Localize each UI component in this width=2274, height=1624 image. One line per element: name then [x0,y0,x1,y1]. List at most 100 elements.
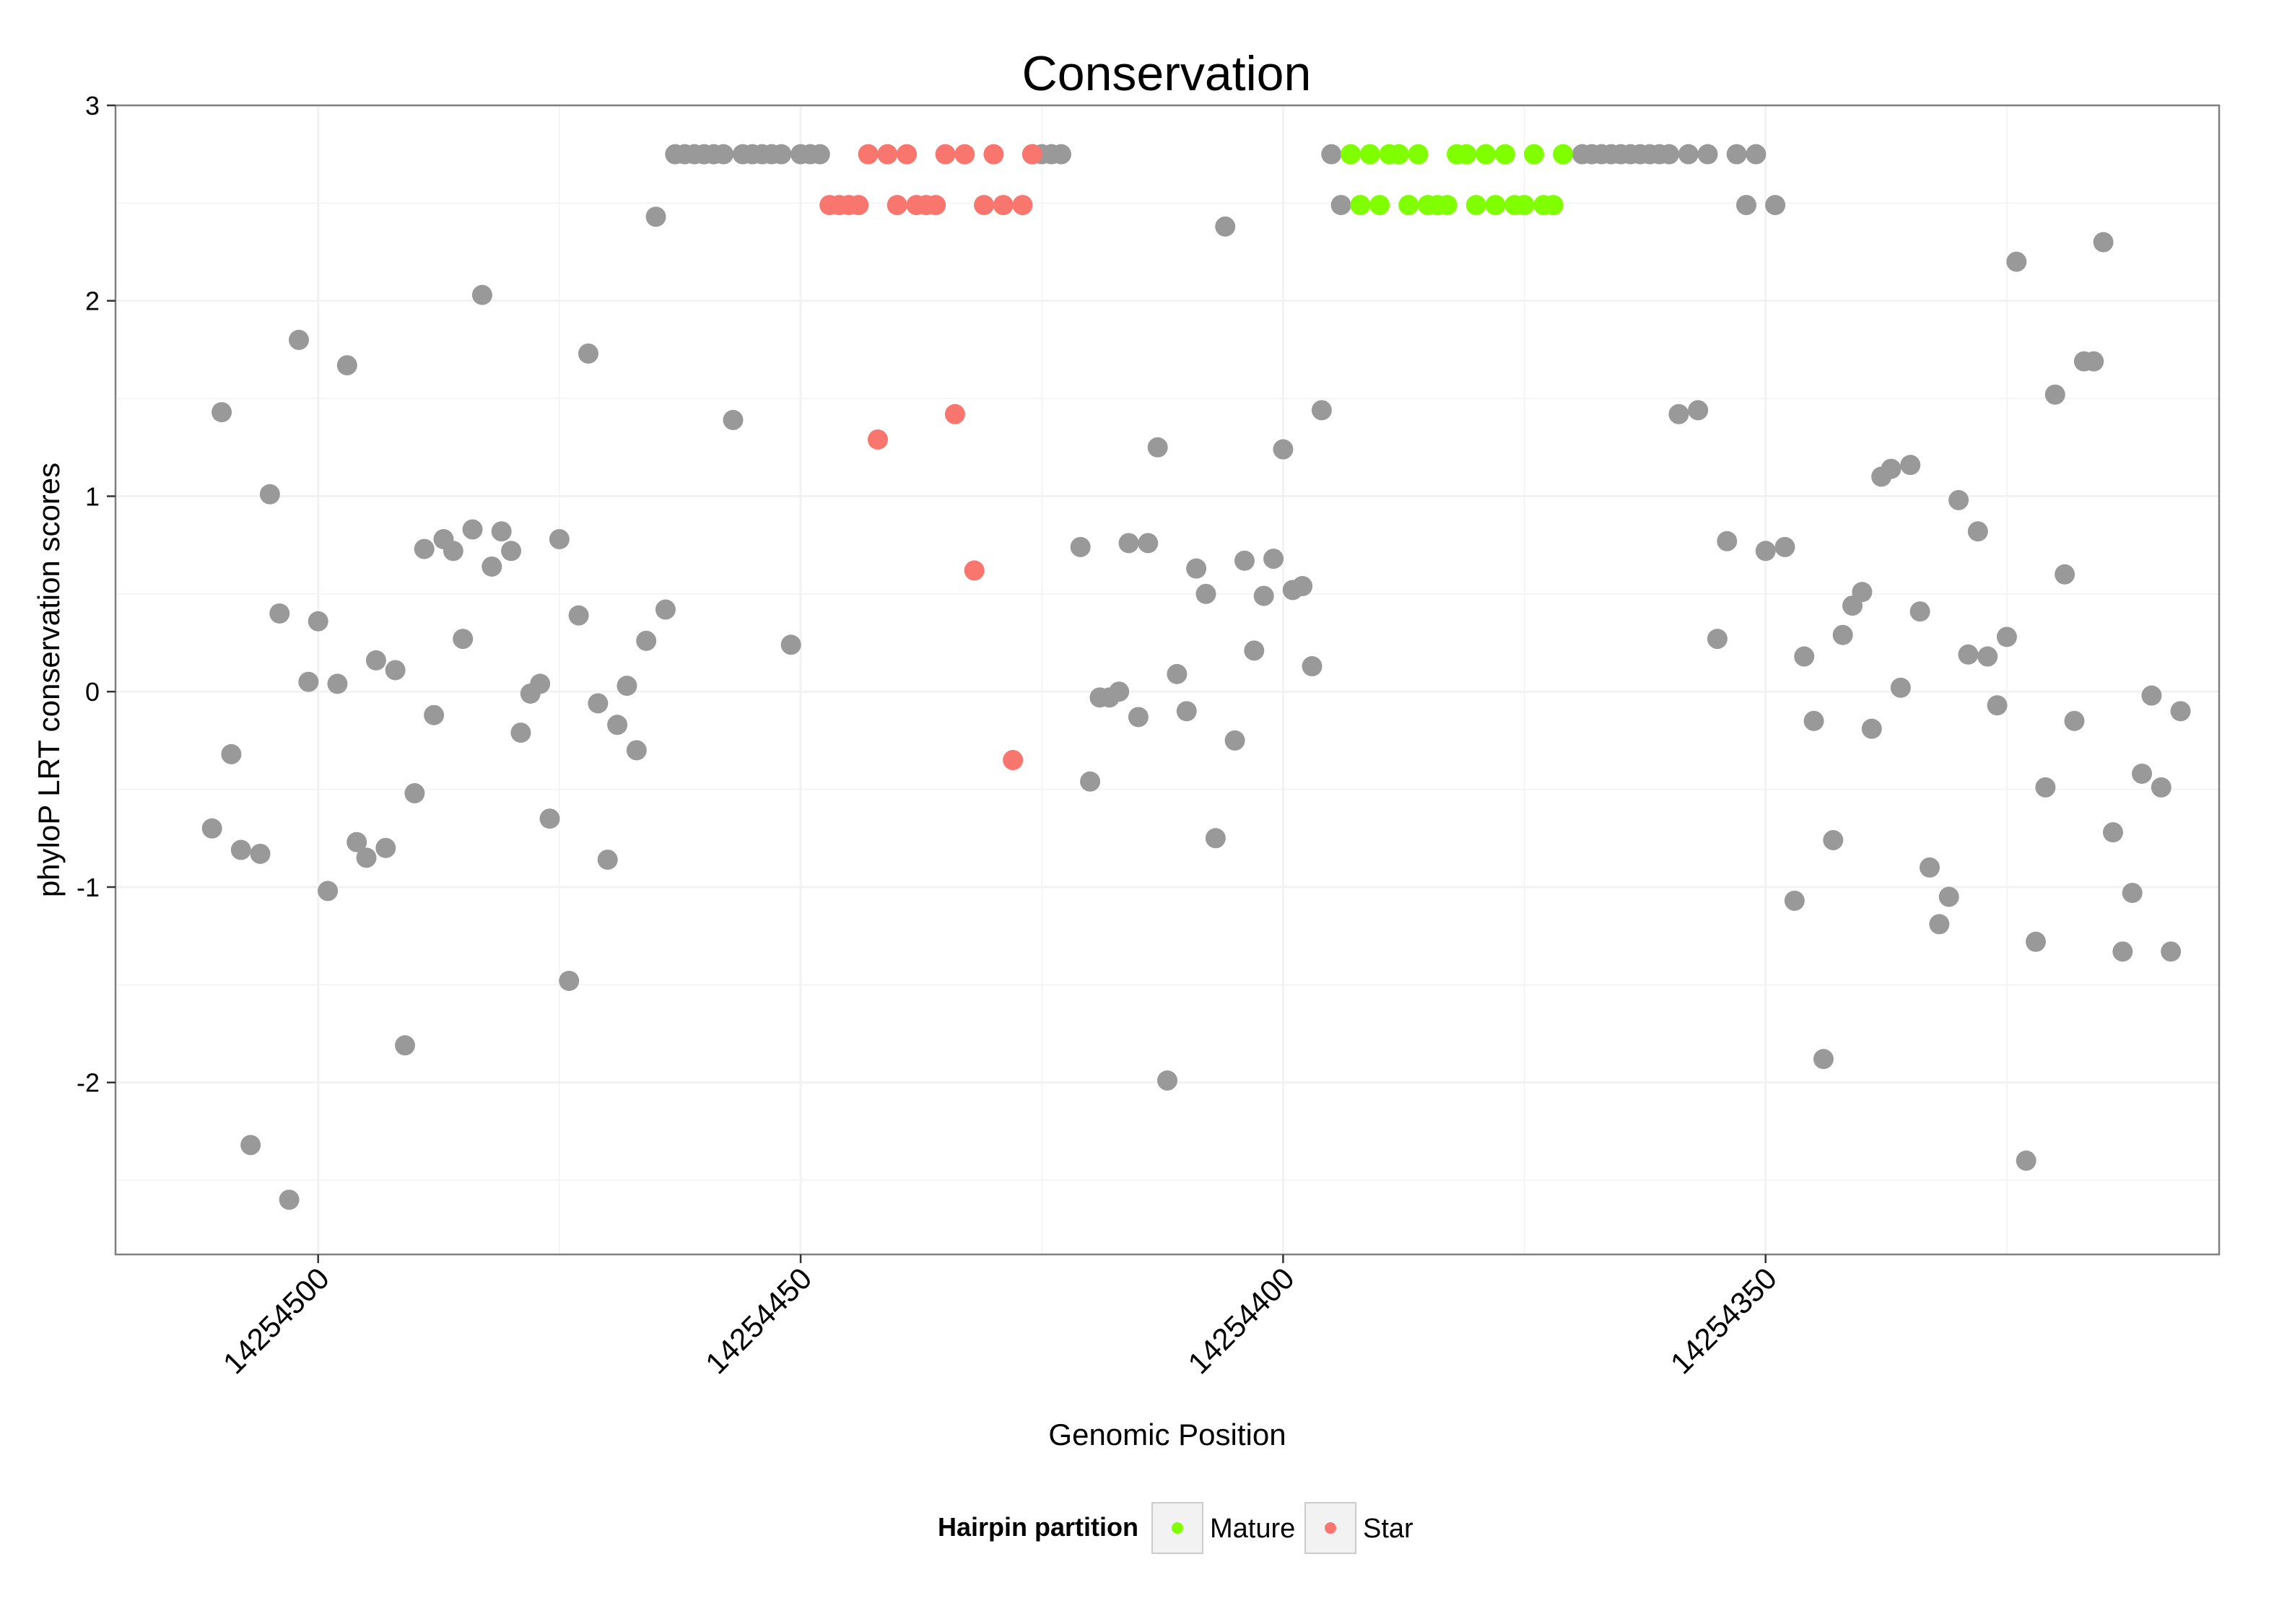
data-point-other [1157,1070,1177,1091]
data-point-other [2102,822,2123,843]
data-point-other [443,541,463,562]
data-point-other [250,843,271,864]
data-point-other [1128,707,1149,728]
data-point-other [1688,400,1709,421]
data-point-other [385,660,406,681]
data-point-other [1813,1049,1834,1070]
data-point-star [983,144,1004,165]
data-point-mature [1494,144,1515,165]
data-point-star [993,195,1014,216]
legend-mature-marker [1172,1522,1183,1534]
data-point-mature [1369,195,1390,216]
data-point-other [1050,144,1071,165]
data-point-star [858,144,879,165]
data-point-mature [1543,195,1564,216]
data-point-other [1832,624,1853,645]
chart-title: Conservation [1022,46,1312,101]
data-point-other [414,538,435,559]
data-point-other [259,484,280,505]
data-point-mature [1388,144,1409,165]
data-point-other [655,599,676,620]
data-point-mature [1523,144,1544,165]
data-point-other [559,970,580,991]
data-point-other [636,630,657,651]
data-point-star [877,144,898,165]
data-point-other [1948,489,1969,510]
data-point-other [607,715,628,735]
data-point-other [2044,384,2065,405]
legend-label-star: Star [1363,1514,1413,1544]
legend: Hairpin partition Mature Star [938,1502,1413,1554]
data-point-other [1909,601,1930,622]
data-point-other [1938,886,1959,907]
data-point-other [1717,531,1738,551]
data-point-other [780,634,801,655]
data-point-other [1755,541,1776,562]
data-point-other [1900,455,1921,476]
data-point-other [1890,677,1911,698]
data-point-other [201,818,222,839]
data-point-mature [1340,144,1361,165]
data-point-other [1996,627,2017,647]
data-point-other [1746,144,1767,165]
data-point-other [1244,640,1265,661]
data-point-other [2151,777,2171,798]
data-point-other [530,673,551,694]
data-point-star [935,144,956,165]
data-point-other [1109,681,1130,702]
data-point-other [588,693,609,714]
data-point-other [1659,144,1680,165]
data-point-other [539,808,560,829]
y-tick-label: 1 [85,481,100,511]
y-tick-label: -1 [77,873,100,902]
data-point-other [308,611,328,632]
data-point-other [1977,646,1998,667]
data-point-other [347,831,367,852]
data-point-mature [1398,195,1419,216]
data-point-other [1330,195,1351,216]
data-point-other [713,144,734,165]
data-point-star [897,144,918,165]
data-point-other [491,521,512,542]
data-point-other [1726,144,1747,165]
data-point-other [1881,458,1901,479]
data-point-mature [1553,144,1574,165]
data-point-other [1253,585,1274,606]
data-point-mature [1350,195,1371,216]
data-point-star [954,144,975,165]
data-point-other [212,402,232,423]
data-point-star [1012,195,1033,216]
data-point-other [327,673,348,694]
data-point-other [1784,890,1805,911]
data-point-other [1167,663,1188,684]
data-point-other [1263,549,1284,569]
data-point-other [404,783,425,804]
data-point-other [1861,718,1882,739]
data-point-other [501,541,522,562]
data-point-other [771,144,792,165]
legend-title: Hairpin partition [938,1512,1138,1542]
data-point-other [2026,931,2047,952]
data-point-other [1803,710,1824,731]
data-point-other [2006,251,2027,272]
data-point-other [462,519,483,540]
data-point-other [2035,777,2056,798]
data-point-mature [1476,144,1497,165]
y-tick-label: 3 [85,91,100,121]
data-point-other [578,343,598,364]
data-point-other [336,355,357,376]
data-point-other [318,881,339,902]
data-point-other [1987,695,2008,716]
data-point-other [1794,646,1815,667]
data-point-other [395,1035,416,1056]
data-point-other [723,409,744,430]
data-point-star [867,429,888,450]
data-point-other [1668,403,1689,424]
data-point-star [1021,144,1042,165]
data-point-other [2093,232,2114,253]
data-point-mature [1514,195,1535,216]
data-point-other [1224,730,1245,751]
data-point-other [1118,533,1139,554]
data-point-other [1186,558,1207,579]
